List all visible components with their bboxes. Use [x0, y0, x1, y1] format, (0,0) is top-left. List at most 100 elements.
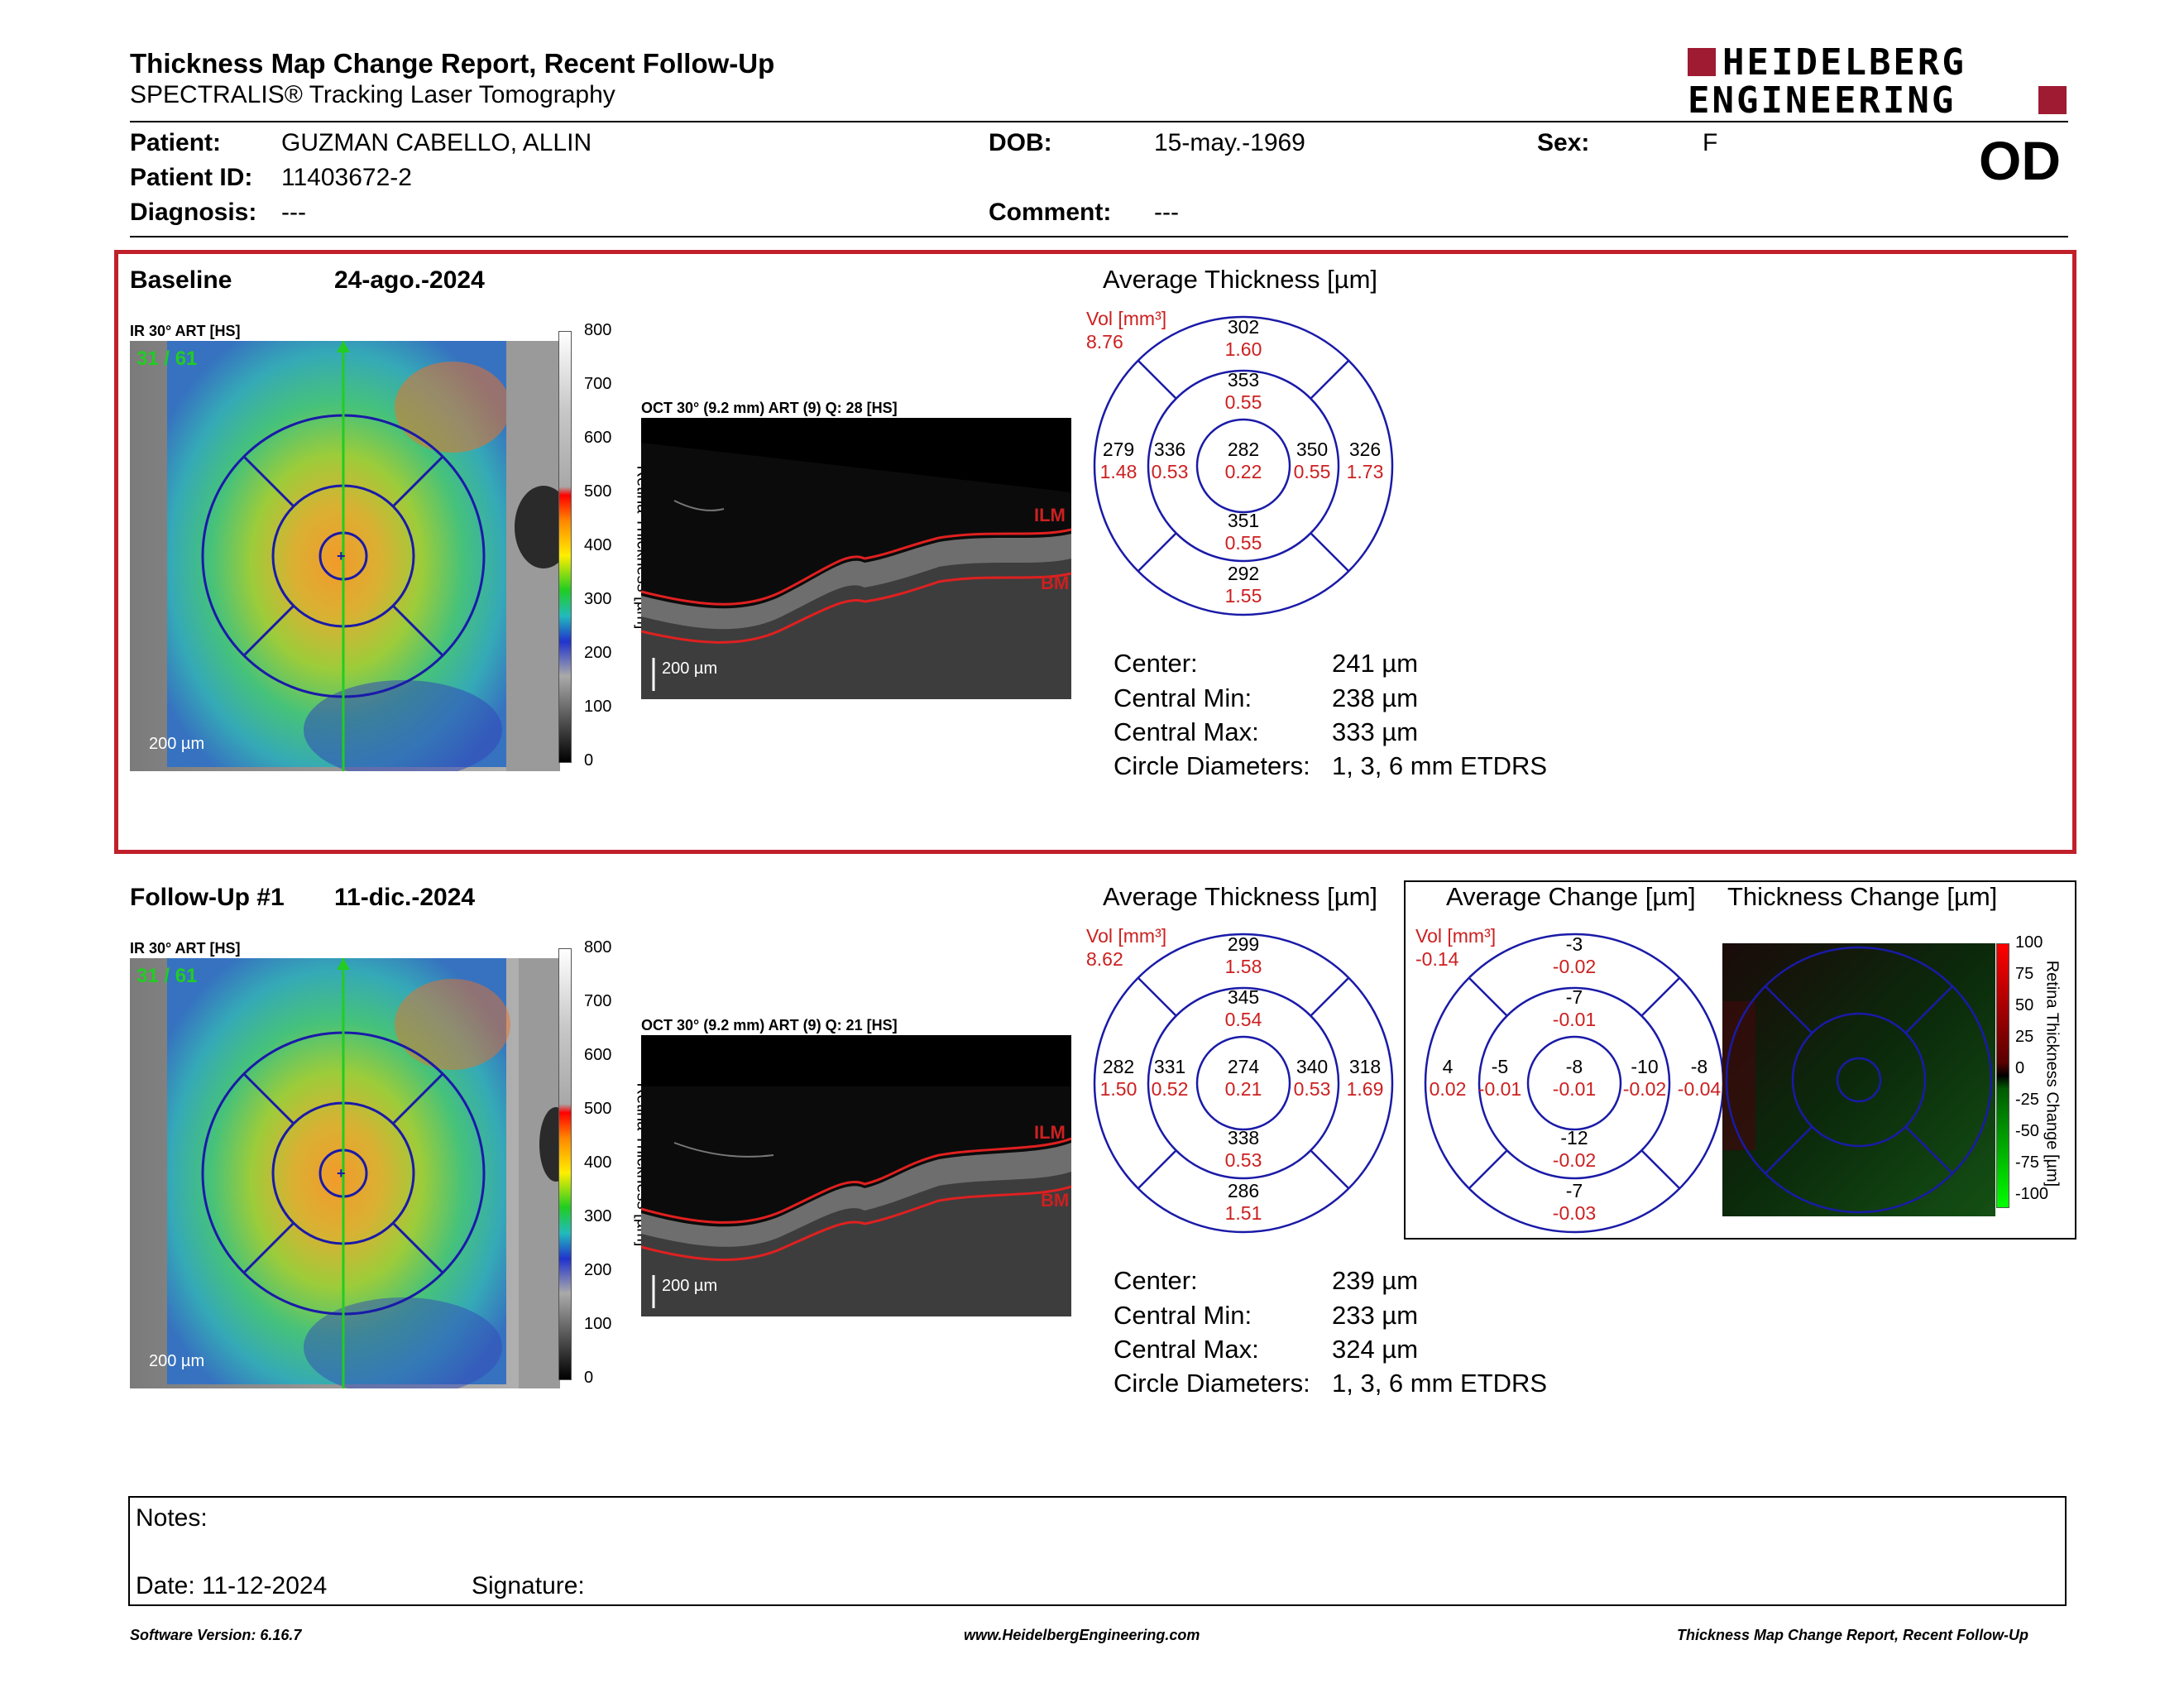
change-sector-outer-sup: -3 -0.02: [1552, 933, 1597, 977]
tick: 600: [584, 1046, 612, 1064]
baseline-sector-outer-sup: 302 1.60: [1224, 316, 1262, 360]
tick: 200: [584, 644, 612, 662]
change-sector-outer-temp: 4 0.02: [1429, 1056, 1467, 1100]
tick: 100: [584, 1315, 612, 1333]
tick: 400: [584, 1153, 612, 1172]
notes-date: Date: 11-12-2024: [136, 1572, 328, 1599]
svg-text:+: +: [337, 1165, 346, 1182]
thickness-change-title: Thickness Change [µm]: [1727, 882, 1998, 911]
footer-website[interactable]: www.HeidelbergEngineering.com: [964, 1627, 1200, 1643]
baseline-ir-scale: 200 µm: [149, 735, 205, 753]
diagnosis-label: Diagnosis:: [130, 199, 257, 226]
tick: -25: [2015, 1091, 2039, 1109]
tick: 500: [584, 482, 612, 501]
followup-sector-inner-sup: 345 0.54: [1224, 986, 1262, 1030]
followup-sector-inner-temp: 331 0.52: [1151, 1056, 1189, 1100]
baseline-sector-inner-sup: 353 0.55: [1224, 369, 1262, 413]
baseline-stat-label: Central Min:: [1114, 683, 1252, 712]
dob-label: DOB:: [989, 129, 1052, 156]
logo-square-bottom: [2038, 86, 2067, 114]
baseline-etdrs-grid: [1093, 315, 1394, 616]
baseline-vol-label: Vol [mm³]: [1086, 308, 1167, 329]
tick: 400: [584, 536, 612, 554]
logo-line2: ENGINEERING: [1688, 79, 1956, 122]
dob-value: 15-may.-1969: [1154, 129, 1305, 156]
baseline-vol-total: 8.76: [1086, 331, 1123, 352]
followup-avg-title: Average Thickness [µm]: [1103, 882, 1378, 911]
baseline-colorbar-ticks: 800 700 600 500 400 300 200 100 0: [584, 321, 617, 770]
followup-stat-label: Circle Diameters:: [1114, 1369, 1310, 1398]
change-colorbar: [1996, 943, 2009, 1208]
eye-label: OD: [1979, 130, 2061, 191]
followup-stat-label: Central Min:: [1114, 1301, 1252, 1330]
tick: 100: [2015, 933, 2043, 952]
followup-oct-label: OCT 30° (9.2 mm) ART (9) Q: 21 [HS]: [641, 1017, 898, 1033]
followup-sector-inner-inf: 338 0.53: [1224, 1127, 1262, 1171]
followup-oct-scale: 200 µm: [662, 1277, 718, 1295]
followup-sector-outer-nasal: 318 1.69: [1346, 1056, 1384, 1100]
followup-ir-scale: 200 µm: [149, 1352, 205, 1370]
followup-sector-inner-nasal: 340 0.53: [1293, 1056, 1331, 1100]
change-sector-inner-sup: -7 -0.01: [1552, 986, 1597, 1030]
followup-vol-total: 8.62: [1086, 948, 1123, 970]
footer-software-version: Software Version: 6.16.7: [130, 1627, 302, 1643]
header-rule: [130, 121, 2068, 122]
followup-sector-center: 274 0.21: [1224, 1056, 1262, 1100]
tick: -100: [2015, 1185, 2049, 1203]
patient-name: GUZMAN CABELLO, ALLIN: [281, 129, 592, 156]
tick: 800: [584, 938, 612, 957]
svg-text:+: +: [337, 548, 346, 564]
tick: 300: [584, 590, 612, 608]
baseline-sector-outer-temp: 279 1.48: [1099, 439, 1138, 482]
baseline-sector-inner-nasal: 350 0.55: [1293, 439, 1331, 482]
followup-oct-ilm: ILM: [1034, 1122, 1066, 1143]
baseline-sector-outer-nasal: 326 1.73: [1346, 439, 1384, 482]
baseline-stat-label: Center:: [1114, 649, 1198, 678]
followup-thickness-map: +: [130, 958, 560, 1388]
baseline-stat-value: 333 µm: [1332, 717, 1419, 746]
notes-box: [128, 1496, 2067, 1606]
followup-label: Follow-Up #1: [130, 884, 285, 911]
thickness-change-map: [1722, 943, 1995, 1216]
baseline-stat-value: 238 µm: [1332, 683, 1419, 712]
baseline-stat-value: 1, 3, 6 mm ETDRS: [1332, 751, 1548, 780]
baseline-sector-inner-temp: 336 0.53: [1151, 439, 1189, 482]
logo-square-top: [1688, 48, 1716, 76]
followup-ir-counter: 31 / 61: [136, 965, 198, 987]
diagnosis-value: ---: [281, 199, 306, 226]
followup-colorbar: [558, 948, 572, 1380]
baseline-stat-value: 241 µm: [1332, 649, 1419, 678]
change-sector-inner-temp: -5 -0.01: [1478, 1056, 1522, 1100]
tick: 800: [584, 321, 612, 339]
baseline-oct-scan: [641, 418, 1071, 699]
followup-stat-label: Central Max:: [1114, 1335, 1259, 1364]
baseline-oct-scale: 200 µm: [662, 659, 718, 678]
tick: 100: [584, 698, 612, 716]
comment-label: Comment:: [989, 199, 1112, 226]
baseline-colorbar: [558, 331, 572, 763]
followup-stat-value: 1, 3, 6 mm ETDRS: [1332, 1369, 1548, 1398]
followup-sector-outer-sup: 299 1.58: [1224, 933, 1262, 977]
change-sector-inner-inf: -12 -0.02: [1552, 1127, 1597, 1171]
tick: 25: [2015, 1028, 2034, 1046]
patient-id-value: 11403672-2: [281, 164, 412, 191]
sex-label: Sex:: [1537, 129, 1590, 156]
notes-signature: Signature:: [472, 1572, 585, 1599]
followup-colorbar-ticks: 800 700 600 500 400 300 200 100 0: [584, 938, 617, 1387]
change-colorbar-ticks: 100 75 50 25 0 -25 -50 -75 -100: [2015, 933, 2057, 1215]
followup-stat-value: 233 µm: [1332, 1301, 1419, 1330]
change-colorbar-title: Retina Thickness Change [µm]: [2043, 960, 2062, 1187]
followup-oct-bm: BM: [1041, 1190, 1070, 1211]
baseline-label: Baseline: [130, 266, 232, 294]
change-panel: [1404, 880, 2076, 1240]
tick: 700: [584, 992, 612, 1010]
followup-oct-scan: [641, 1035, 1071, 1316]
baseline-sector-inner-inf: 351 0.55: [1224, 510, 1262, 554]
change-vol-label: Vol [mm³]: [1415, 925, 1497, 947]
baseline-oct-ilm: ILM: [1034, 505, 1066, 525]
tick: 500: [584, 1100, 612, 1118]
baseline-oct-bm: BM: [1041, 573, 1070, 593]
tick: 0: [2015, 1059, 2025, 1077]
baseline-date: 24-ago.-2024: [334, 266, 485, 294]
followup-stat-value: 324 µm: [1332, 1335, 1419, 1364]
